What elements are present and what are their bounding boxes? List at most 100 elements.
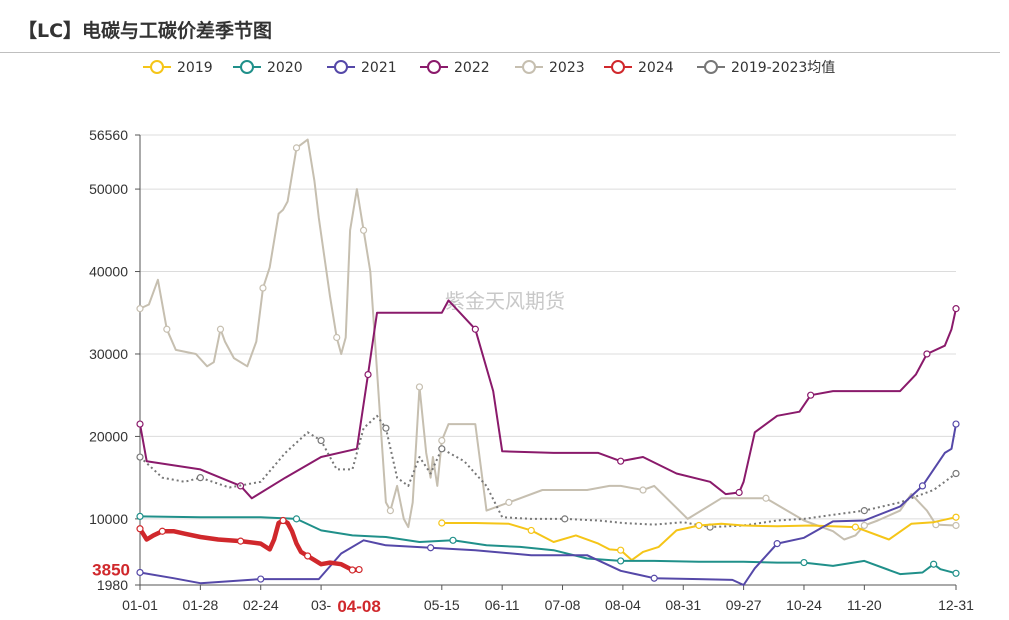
data-point [561,515,569,523]
legend-circle-icon [150,60,164,74]
legend-label: 2021 [361,60,397,76]
data-point [259,284,267,292]
data-point [952,469,960,478]
legend-circle-icon [427,60,441,74]
legend-item[interactable]: 2024 [604,60,674,76]
data-point [163,325,171,333]
x-tick-label: 01-01 [122,597,158,613]
series-2024 [136,516,363,574]
x-tick-label: 12-31 [938,597,974,613]
x-axis-tick-labels: 01-01 01-28 02-24 03- 05-15 06-11 07-08 08-04 08… [122,597,974,613]
data-point [333,333,341,342]
series-2023 [136,138,960,541]
data-point [617,546,625,554]
series-2020 [136,512,960,577]
data-point [382,424,390,432]
legend-circle-icon [522,60,536,74]
data-point [438,445,446,453]
data-point [471,325,479,333]
data-point [930,560,938,568]
legend-item[interactable]: 2023 [515,60,585,76]
data-point [800,558,808,567]
x-tick-label: 06-11 [485,597,520,613]
data-point [923,350,931,358]
x-tick-label: 07-08 [545,597,581,613]
x-tick-label: 11-20 [847,597,882,613]
legend-circle-icon [240,60,254,74]
data-point [257,575,265,583]
legend-item[interactable]: 2019-2023均值 [697,60,835,76]
legend-label: 2022 [454,60,490,76]
data-point [196,474,204,482]
x-tick-label: 01-28 [182,597,218,613]
data-point [136,525,144,533]
y-tick-label: 30000 [89,346,128,362]
x-tick-label: 03- [311,597,332,613]
legend-item[interactable]: 2022 [420,60,490,76]
series-line [139,299,957,500]
series-line [139,414,957,529]
series-line [139,423,957,586]
data-point [650,574,658,582]
legend-item[interactable]: 2021 [327,60,397,76]
legend-item[interactable]: 2019 [143,60,213,76]
data-point [136,568,144,577]
highlight-x-label: 04-08 [337,597,380,616]
data-point [136,420,144,428]
data-point [860,507,868,515]
y-tick-label: 20000 [89,428,128,444]
data-point [735,488,743,497]
y-tick-label: 56560 [89,127,128,143]
axes [135,134,957,590]
legend-label: 2024 [638,60,674,76]
y-tick-label: 1980 [97,577,128,593]
series-2019 [438,513,960,562]
data-point [438,519,446,527]
data-point [415,383,424,391]
data-point [617,457,625,465]
series-2022 [136,299,960,500]
data-point [952,513,960,521]
series-lines [136,138,960,586]
legend-circle-icon [334,60,348,74]
y-tick-label: 50000 [89,181,128,197]
data-point [918,482,927,490]
data-point [364,370,372,379]
data-point [136,453,144,461]
series-line [139,515,957,576]
y-axis-tick-labels: 1980 10000 20000 30000 40000 50000 56560 [89,127,128,593]
data-point [359,226,368,234]
highlight-y-label: 3850 [92,561,130,580]
data-point [505,498,513,506]
legend-item[interactable]: 2020 [233,60,303,76]
data-point [952,305,960,313]
data-point [851,523,859,531]
data-point [807,391,815,399]
data-point [317,436,325,445]
data-point [773,540,781,548]
series-line [138,518,360,573]
data-point [386,507,394,515]
data-point [762,494,770,502]
data-point [438,436,446,445]
x-tick-label: 08-31 [665,597,701,613]
highlight-labels: 3850 04-08 [92,561,381,616]
series-line [441,516,957,562]
legend-label: 2023 [549,60,585,76]
x-tick-label: 10-24 [786,597,822,613]
series-line [139,138,957,541]
data-point [136,512,144,521]
y-tick-label: 10000 [89,511,128,527]
data-point [952,569,960,577]
legend-label: 2019-2023均值 [731,60,835,76]
data-point [136,305,144,313]
x-tick-label: 02-24 [243,597,279,613]
data-point [216,325,225,333]
x-tick-label: 05-15 [424,597,460,613]
title-divider [0,52,1000,53]
data-point [952,420,960,428]
data-point [639,486,647,494]
data-point [617,557,625,565]
data-point [860,521,868,530]
